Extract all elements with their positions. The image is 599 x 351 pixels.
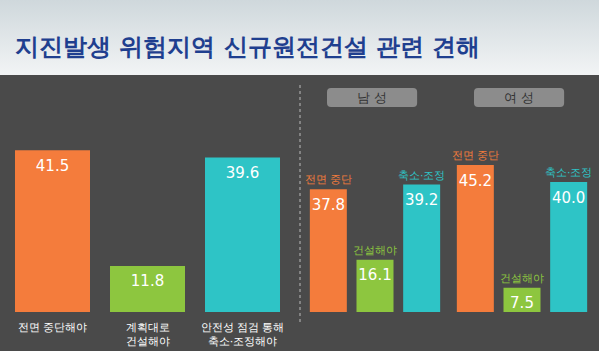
svg-text:축소·조정해야: 축소·조정해야 [208, 335, 278, 348]
svg-text:7.5: 7.5 [510, 294, 534, 312]
svg-text:전면 중단해야: 전면 중단해야 [18, 321, 88, 334]
svg-text:39.2: 39.2 [405, 191, 438, 209]
svg-text:16.1: 16.1 [358, 266, 391, 284]
svg-text:11.8: 11.8 [131, 272, 164, 290]
svg-text:건설해야: 건설해야 [353, 244, 397, 257]
svg-text:전면 중단: 전면 중단 [305, 173, 353, 186]
svg-text:남 성: 남 성 [357, 90, 387, 105]
svg-text:안전성 점검 통해: 안전성 점검 통해 [201, 321, 285, 334]
svg-text:전면 중단: 전면 중단 [452, 149, 500, 162]
svg-text:계획대로: 계획대로 [126, 321, 170, 334]
svg-text:37.8: 37.8 [312, 196, 345, 214]
svg-text:여 성: 여 성 [504, 90, 534, 105]
svg-text:39.6: 39.6 [226, 164, 259, 182]
svg-text:축소·조정: 축소·조정 [545, 166, 593, 179]
svg-text:건설해야: 건설해야 [126, 335, 170, 348]
svg-text:45.2: 45.2 [459, 172, 492, 190]
svg-text:41.5: 41.5 [36, 157, 69, 175]
svg-text:축소·조정: 축소·조정 [398, 169, 446, 182]
svg-text:40.0: 40.0 [552, 189, 585, 207]
svg-text:지진발생 위험지역 신규원전건설 관련 견해: 지진발생 위험지역 신규원전건설 관련 견해 [15, 33, 480, 61]
svg-text:건설해야: 건설해야 [500, 272, 544, 285]
